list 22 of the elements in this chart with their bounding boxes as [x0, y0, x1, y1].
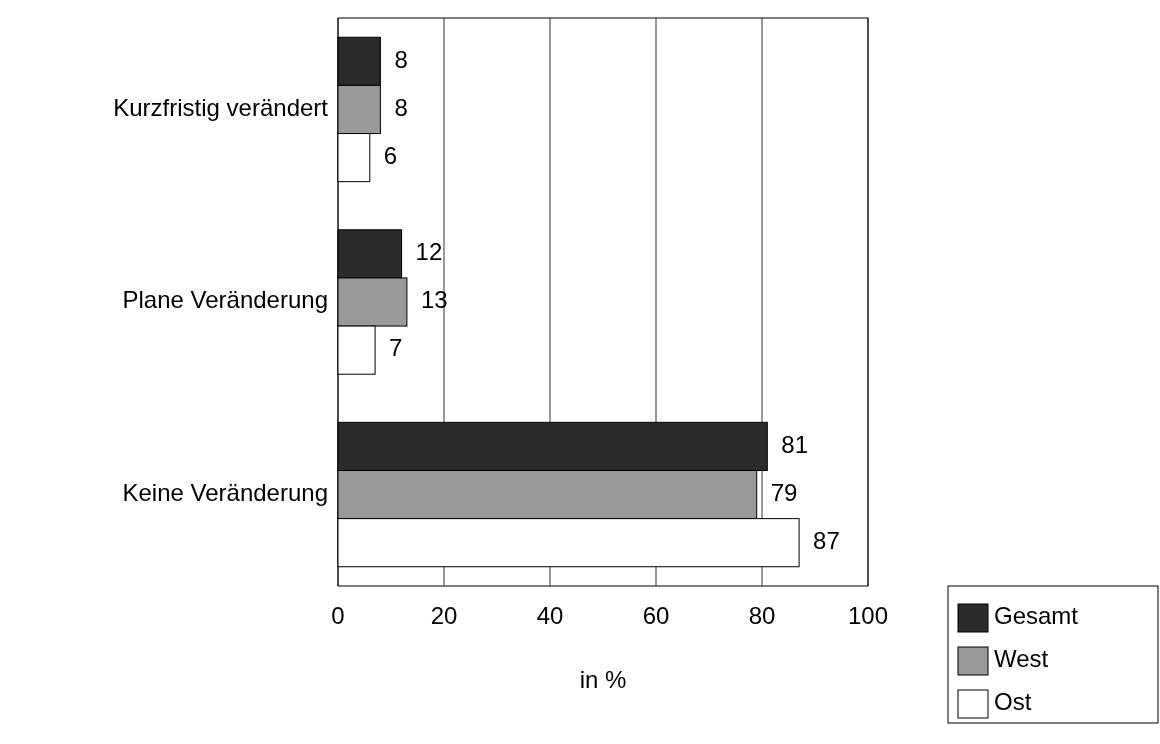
legend-label: Ost: [994, 688, 1032, 716]
legend-label: Gesamt: [994, 602, 1079, 630]
x-axis-title: in %: [579, 666, 627, 693]
data-label: 13: [420, 286, 448, 314]
x-tick-label: 60: [642, 602, 670, 629]
y-tick-label: Keine Veränderung: [122, 478, 328, 506]
data-label: 81: [781, 430, 808, 458]
data-label: 6: [383, 141, 398, 169]
x-tick-label: 20: [430, 602, 458, 629]
x-tick-label: 0: [331, 602, 345, 629]
data-label: 79: [770, 478, 798, 506]
legend-label: West: [994, 645, 1049, 673]
x-tick-label: 100: [847, 602, 889, 629]
data-label: 12: [415, 238, 443, 266]
y-tick-label: Plane Veränderung: [122, 286, 328, 314]
data-label: 87: [813, 527, 840, 555]
data-label: 7: [389, 334, 403, 362]
data-label: 8: [394, 45, 408, 73]
x-tick-label: 40: [536, 602, 564, 629]
x-tick-label: 80: [748, 602, 776, 629]
y-tick-label: Kurzfristig verändert: [113, 93, 329, 121]
data-label: 8: [394, 93, 408, 121]
